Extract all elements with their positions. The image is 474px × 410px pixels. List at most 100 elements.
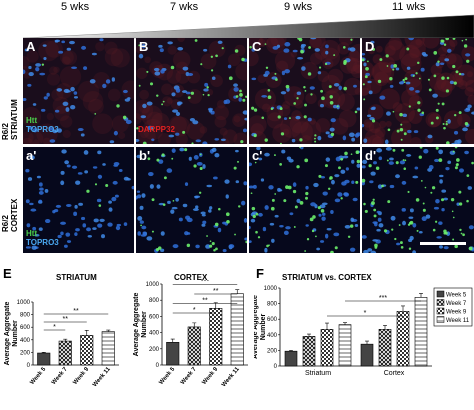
error-bar: [307, 333, 311, 337]
significance-label: ***: [201, 280, 209, 286]
panel-label: B: [139, 39, 149, 54]
micrograph-striatum-9wk: C: [249, 38, 360, 144]
panel-label: c': [252, 148, 263, 163]
chart-cortex: 0 200 400 600 800 1000 Average AggregateNumber…: [133, 280, 248, 388]
week-label: 5 wks: [61, 1, 90, 13]
legend-swatch: [436, 307, 445, 315]
error-bar: [419, 293, 423, 298]
y-tick-label: 0: [156, 363, 160, 369]
x-tick-label: Week 11: [92, 366, 112, 388]
panel-label: b': [139, 148, 151, 163]
error-bar: [401, 305, 405, 312]
y-tick-label: 1000: [17, 300, 31, 306]
y-tick-label: 0: [27, 363, 31, 369]
x-tick-label: Striatum: [305, 370, 331, 377]
x-tick-label: Week 7: [180, 366, 198, 386]
error-bar: [383, 325, 387, 330]
y-tick-label: 600: [20, 325, 31, 331]
y-tick-label: 400: [20, 338, 31, 344]
scale-bar: [420, 242, 466, 245]
micrograph-cortex-9wk: c': [249, 147, 360, 253]
legend: Week 5 Week 7 Week 9 Week 11: [433, 287, 473, 327]
y-tick-label: 200: [20, 350, 31, 356]
week-label: 9 wks: [284, 1, 313, 13]
significance-label: *: [193, 307, 196, 314]
bar: [396, 311, 410, 367]
y-tick-label: 1000: [146, 282, 160, 288]
bar: [101, 331, 115, 366]
significance-label: **: [63, 316, 69, 323]
x-tick-label: Week 9: [201, 366, 219, 386]
row-label-cortex: R6/2 CORTEX: [1, 198, 19, 232]
error-bar: [343, 322, 347, 325]
bar: [58, 340, 72, 366]
stain-darpp32: DARPP32: [138, 125, 175, 134]
chart-title-cortex: CORTEX: [174, 273, 208, 282]
y-tick-label: 200: [149, 347, 160, 353]
error-bar: [63, 338, 68, 342]
y-tick-label: 800: [267, 302, 278, 308]
stain-legend: Htt TOPRO3: [26, 229, 59, 247]
bar: [320, 329, 334, 367]
y-tick-label: 0: [274, 364, 278, 370]
stain-topro3: TOPRO3: [26, 238, 59, 247]
y-tick-label: 400: [149, 331, 160, 337]
row-label-striatum: R6/2 STRIATUM: [1, 99, 19, 140]
micrograph-cortex-7wk: b': [136, 147, 247, 253]
x-tick-label: Week 5: [158, 366, 176, 386]
legend-swatch: [436, 299, 445, 306]
panel-label: A: [26, 39, 36, 54]
error-bar: [365, 340, 369, 345]
micrograph-cortex-11wk: d': [362, 147, 474, 253]
y-tick-label: 1000: [264, 286, 278, 292]
y-tick-label: 600: [149, 314, 160, 320]
bar: [338, 324, 352, 367]
error-bar: [106, 329, 111, 332]
bar: [284, 350, 298, 367]
y-axis-label: Average AggregateNumber: [254, 295, 267, 359]
significance-label: **: [213, 288, 219, 295]
figure-letter-e: E: [3, 266, 12, 281]
bar: [360, 343, 374, 367]
bar: [378, 329, 392, 367]
x-tick-label: Cortex: [384, 370, 405, 377]
y-tick-label: 800: [149, 298, 160, 304]
bar: [80, 335, 94, 366]
micrograph-striatum-7wk: B DARPP32: [136, 38, 247, 144]
x-tick-label: Week 9: [72, 366, 90, 386]
x-tick-label: Week 7: [51, 366, 69, 386]
stain-legend: Htt TOPRO3: [26, 116, 59, 134]
y-tick-label: 800: [20, 313, 31, 319]
panel-label: C: [252, 39, 262, 54]
legend-swatch: [436, 316, 445, 323]
bar: [187, 326, 201, 366]
y-tick-label: 400: [267, 333, 278, 339]
significance-label: *: [364, 310, 367, 317]
significance-label: **: [202, 298, 208, 305]
significance-label: ***: [379, 295, 387, 302]
chart-striatum-vs-cortex: 0 200 400 600 800 1000 Average AggregateNumber…: [254, 286, 473, 377]
y-tick-label: 600: [267, 317, 278, 323]
error-bar: [41, 351, 46, 354]
micrograph-striatum-5wk: A Htt TOPRO3: [23, 38, 134, 144]
time-progression-wedge: [23, 14, 474, 39]
micrograph-cortex-5wk: a' Htt TOPRO3: [23, 147, 134, 253]
bar: [302, 336, 316, 367]
stain-htt: Htt: [26, 229, 38, 238]
x-tick-label: Week 5: [29, 366, 47, 386]
legend-swatch: [436, 290, 445, 298]
bar: [414, 297, 428, 367]
y-axis-label: Average AggregateNumber: [4, 302, 19, 366]
panel-label: D: [365, 39, 375, 54]
chart-title-striatum: STRIATUM: [56, 273, 97, 282]
error-bar: [325, 322, 329, 330]
bar: [230, 293, 244, 366]
significance-label: **: [73, 308, 79, 315]
legend-entry: Week 7: [446, 301, 467, 307]
y-axis-label: Average AggregateNumber: [133, 293, 148, 357]
legend-entry: Week 11: [446, 318, 470, 324]
micrograph-striatum-11wk: D: [362, 38, 474, 144]
legend-entry: Week 5: [446, 293, 467, 299]
panel-label: a': [26, 148, 37, 163]
